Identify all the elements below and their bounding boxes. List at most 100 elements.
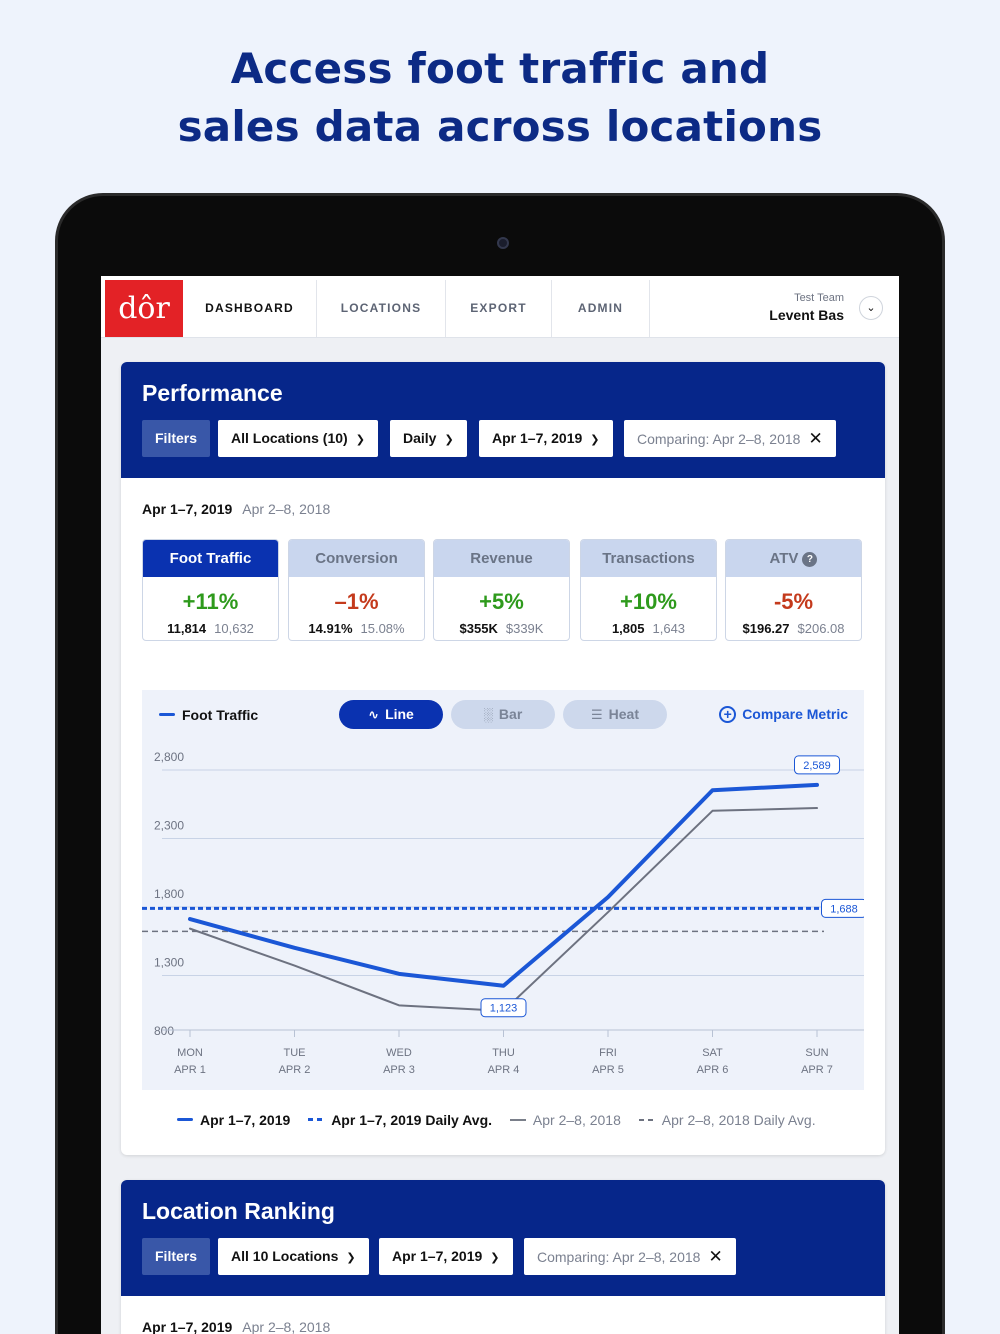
locations-select-value: All Locations (10) (231, 430, 348, 446)
legend-label: Apr 1–7, 2019 (200, 1112, 291, 1128)
metric-tile[interactable]: Transactions +10% 1,805 1,643 (580, 539, 717, 641)
nav-admin[interactable]: ADMIN (552, 280, 650, 337)
chevron-down-icon: ❯ (355, 434, 365, 446)
chart-panel: Foot Traffic ∿ Line ░ Bar ☰ Heat + Compare M… (142, 690, 864, 1090)
metric-previous: 1,643 (652, 621, 686, 636)
avg-annotation-box (821, 898, 864, 918)
nav-locations[interactable]: LOCATIONS (317, 280, 446, 337)
x-tick-label: APR 6 (697, 1064, 729, 1076)
chart-legend: Apr 1–7, 2019 Apr 1–7, 2019 Daily Avg. A… (177, 1112, 830, 1128)
metric-name: ATV? (726, 540, 861, 577)
ranking-current-range: Apr 1–7, 2019 (142, 1319, 233, 1334)
view-heat-button[interactable]: ☰ Heat (563, 700, 667, 729)
low-annotation: 1,123 (490, 1003, 518, 1015)
y-tick-label: 1,800 (154, 887, 184, 901)
metric-previous: 10,632 (214, 621, 254, 636)
metric-values: 1,805 1,643 (581, 621, 716, 636)
legend-swatch (638, 1119, 655, 1121)
close-icon[interactable]: ✕ (808, 429, 823, 448)
help-icon[interactable]: ? (802, 552, 818, 567)
x-tick-label: FRI (599, 1047, 617, 1059)
granularity-select[interactable]: Daily ❯ (390, 420, 467, 457)
y-tick-label: 1,300 (154, 956, 184, 970)
ranking-previous-range: Apr 2–8, 2018 (242, 1319, 331, 1334)
compare-metric-button[interactable]: + Compare Metric (719, 706, 848, 723)
metric-current: 14.91% (308, 621, 353, 636)
metric-tile[interactable]: Conversion –1% 14.91% 15.08% (288, 539, 425, 641)
legend-swatch (177, 1118, 193, 1121)
ranking-comparing-chip[interactable]: Comparing: Apr 2–8, 2018 ✕ (524, 1238, 736, 1275)
nav-dashboard[interactable]: DASHBOARD (183, 280, 317, 337)
metric-tile[interactable]: ATV? -5% $196.27 $206.08 (725, 539, 862, 641)
ranking-comparing-label: Comparing: Apr 2–8, 2018 (537, 1249, 701, 1265)
metric-legend: Foot Traffic (159, 707, 258, 723)
legend-item-previous: Apr 2–8, 2018 (509, 1112, 621, 1128)
date-summary: Apr 1–7, 2019 Apr 2–8, 2018 (142, 501, 330, 517)
x-tick-label: APR 2 (279, 1064, 311, 1076)
ranking-header: Location Ranking Filters All 10 Location… (121, 1180, 885, 1296)
metric-legend-label: Foot Traffic (182, 707, 259, 723)
metric-change: +11% (182, 589, 239, 614)
logo[interactable]: dôr (105, 280, 183, 337)
date-range-select-value: Apr 1–7, 2019 (492, 430, 583, 446)
ranking-title: Location Ranking (142, 1198, 335, 1224)
view-line-button[interactable]: ∿ Line (339, 700, 443, 729)
metric-values: 14.91% 15.08% (289, 621, 424, 636)
current-series-line (188, 782, 819, 988)
user-team: Test Team (794, 292, 844, 304)
chevron-down-icon[interactable]: ⌄ (859, 296, 883, 320)
user-menu[interactable]: Test Team Levent Bas (769, 292, 844, 323)
view-heat-label: Heat (608, 706, 639, 722)
x-tick-label: SAT (702, 1047, 723, 1059)
ranking-card: Location Ranking Filters All 10 Location… (121, 1180, 885, 1334)
metric-current: 1,805 (611, 621, 645, 636)
date-range-select[interactable]: Apr 1–7, 2019 ❯ (479, 420, 613, 457)
legend-label: Apr 2–8, 2018 (532, 1112, 621, 1128)
x-tick-label: APR 5 (592, 1064, 624, 1076)
ranking-date-select[interactable]: Apr 1–7, 2019 ❯ (379, 1238, 513, 1275)
metric-change: +5% (479, 589, 524, 614)
legend-item-current-avg: Apr 1–7, 2019 Daily Avg. (308, 1112, 492, 1128)
user-name: Levent Bas (769, 307, 844, 323)
x-tick-label: APR 3 (383, 1064, 415, 1076)
filters-button[interactable]: Filters (142, 420, 211, 457)
view-bar-label: Bar (498, 706, 523, 722)
metric-current: $196.27 (742, 621, 790, 636)
metric-change: –1% (334, 589, 379, 614)
legend-label: Apr 1–7, 2019 Daily Avg. (331, 1112, 493, 1128)
locations-select[interactable]: All Locations (10) ❯ (218, 420, 378, 457)
peak-annotation-box (794, 755, 840, 775)
metric-tile[interactable]: Foot Traffic +11% 11,814 10,632 (142, 539, 279, 641)
performance-card: Performance Filters All Locations (10) ❯ … (121, 362, 885, 1155)
legend-swatch (308, 1118, 325, 1121)
legend-swatch (509, 1119, 526, 1121)
nav-export[interactable]: EXPORT (446, 280, 552, 337)
y-tick-label: 2,300 (154, 819, 184, 833)
metric-name: Conversion (289, 540, 424, 577)
view-bar-button[interactable]: ░ Bar (451, 700, 555, 729)
metric-values: $355K $339K (434, 621, 569, 636)
ranking-date-summary: Apr 1–7, 2019 Apr 2–8, 2018 (142, 1319, 330, 1334)
performance-header: Performance Filters All Locations (10) ❯ … (121, 362, 885, 478)
y-tick-label: 2,800 (154, 750, 184, 764)
headline-line-1: Access foot traffic and (230, 44, 770, 93)
close-icon[interactable]: ✕ (708, 1247, 723, 1266)
current-range: Apr 1–7, 2019 (142, 501, 233, 517)
metric-change: +10% (620, 589, 677, 614)
chevron-down-icon: ❯ (346, 1252, 356, 1264)
comparing-chip-label: Comparing: Apr 2–8, 2018 (637, 431, 801, 447)
ranking-date-value: Apr 1–7, 2019 (392, 1248, 483, 1264)
metric-legend-swatch (159, 713, 175, 716)
headline: Access foot traffic and sales data acros… (0, 40, 1000, 156)
comparing-chip[interactable]: Comparing: Apr 2–8, 2018 ✕ (624, 420, 836, 457)
ranking-locations-select[interactable]: All 10 Locations ❯ (218, 1238, 369, 1275)
performance-title: Performance (142, 380, 283, 406)
metric-change: -5% (773, 589, 814, 614)
heat-icon: ☰ (590, 707, 603, 722)
metric-current: $355K (459, 621, 498, 636)
metric-tile[interactable]: Revenue +5% $355K $339K (433, 539, 570, 641)
x-tick-label: APR 7 (801, 1064, 833, 1076)
metric-previous: $339K (505, 621, 544, 636)
ranking-filters-button[interactable]: Filters (142, 1238, 211, 1275)
